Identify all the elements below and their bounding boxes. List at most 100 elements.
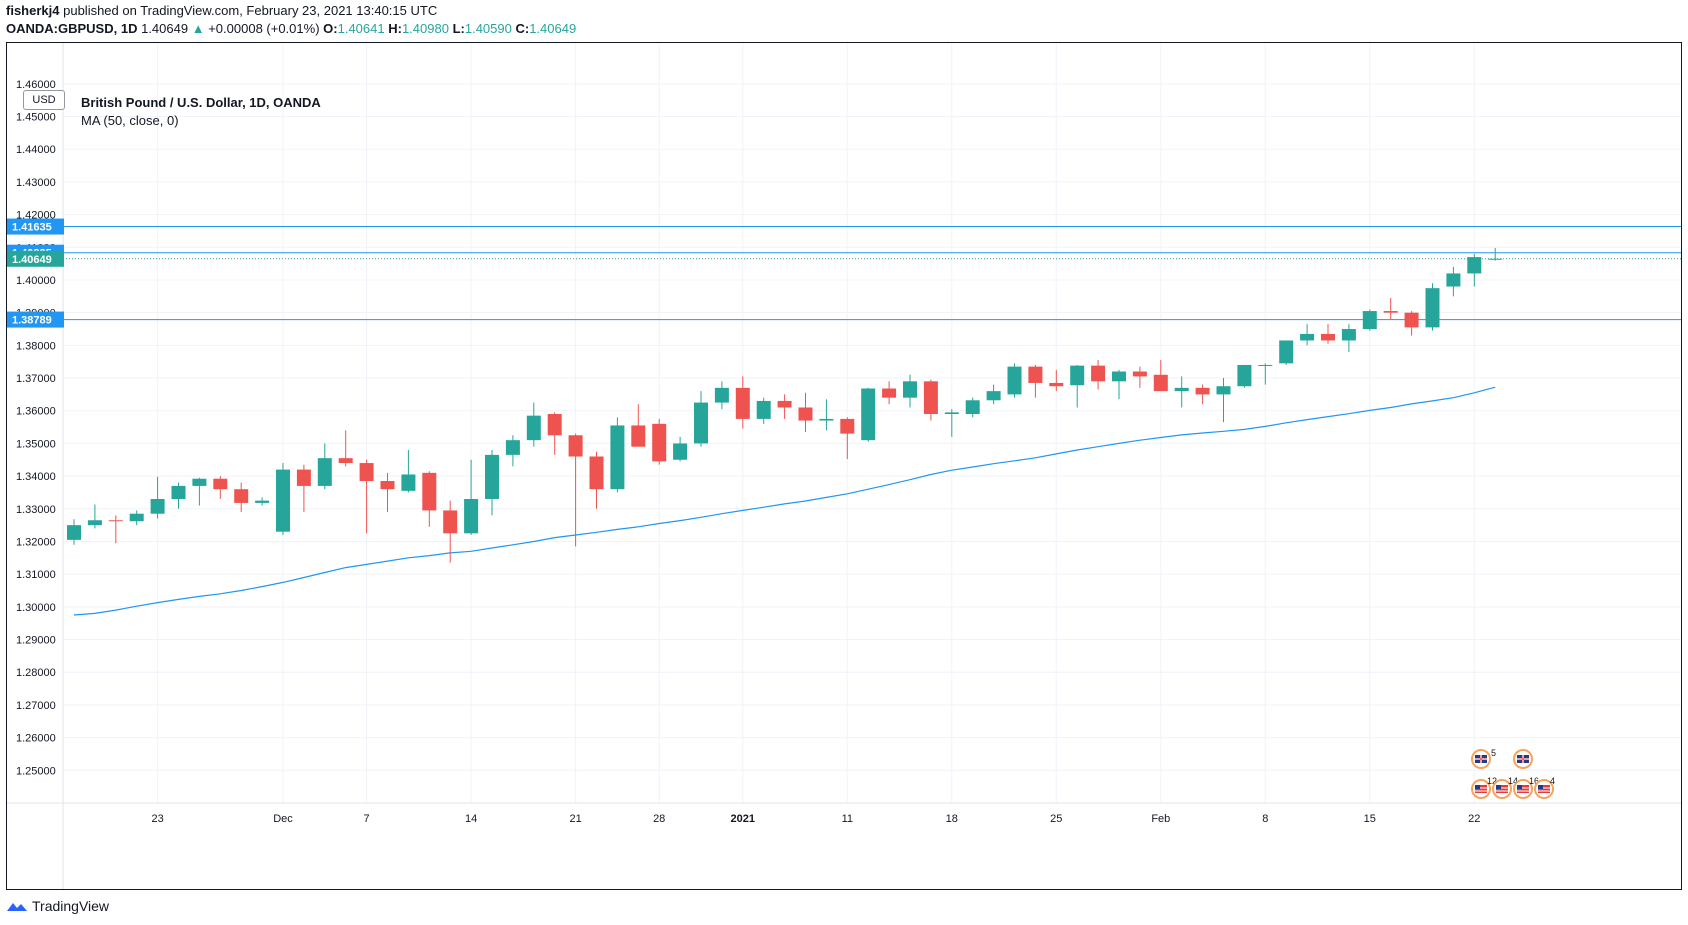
candle[interactable] (1321, 324, 1335, 344)
last-price: 1.40649 (141, 21, 189, 36)
us-event-flag-icon[interactable] (1471, 779, 1491, 799)
candle[interactable] (673, 436, 688, 462)
candle[interactable] (631, 404, 646, 447)
candle-body (652, 423, 667, 462)
candle[interactable] (338, 430, 353, 467)
candle[interactable] (443, 500, 458, 563)
candle-body (296, 469, 311, 486)
candle[interactable] (568, 433, 583, 547)
candle[interactable] (1488, 247, 1503, 261)
candle[interactable] (777, 394, 792, 419)
candle[interactable] (505, 435, 520, 467)
candle-body (1362, 311, 1377, 330)
footer-brand[interactable]: TradingView (6, 898, 109, 914)
candle[interactable] (735, 376, 750, 429)
candle-body (735, 387, 750, 419)
candle[interactable] (694, 391, 708, 447)
y-tick-label: 1.26000 (16, 733, 56, 745)
candle-body (443, 510, 458, 534)
flag-canton (1517, 785, 1522, 789)
candle[interactable] (1446, 266, 1461, 297)
y-tick-label: 1.33000 (16, 504, 56, 516)
chart-frame[interactable]: 1.25000 1.26000 1.27000 1.28000 1.29000 1.300… (6, 42, 1682, 890)
candle[interactable] (1028, 364, 1043, 398)
candle[interactable] (1237, 364, 1252, 388)
candle[interactable] (861, 387, 876, 442)
candle[interactable] (840, 417, 855, 460)
candle[interactable] (422, 471, 437, 527)
candle[interactable] (1425, 283, 1440, 331)
candle[interactable] (171, 482, 186, 509)
candle[interactable] (1091, 360, 1106, 390)
uk-event-flag-icon[interactable] (1471, 749, 1491, 769)
candle[interactable] (882, 381, 897, 405)
candle[interactable] (296, 464, 311, 513)
candle[interactable] (756, 397, 771, 424)
candle[interactable] (1007, 363, 1022, 398)
candle[interactable] (317, 443, 332, 490)
us-event-flag-icon[interactable] (1534, 779, 1554, 799)
candle-body (631, 425, 646, 447)
candle[interactable] (1258, 363, 1273, 385)
price-chart[interactable]: 1.25000 1.26000 1.27000 1.28000 1.29000 1.300… (7, 43, 1681, 889)
candle[interactable] (359, 459, 374, 534)
candle[interactable] (589, 451, 604, 509)
x-tick-label: 22 (1468, 813, 1480, 825)
candle[interactable] (1300, 324, 1315, 346)
us-event-flag-icon[interactable] (1513, 779, 1533, 799)
candle[interactable] (819, 399, 834, 431)
candle[interactable] (1195, 384, 1210, 405)
legend-indicator[interactable]: MA (50, close, 0) (81, 113, 179, 128)
candle[interactable] (923, 379, 938, 421)
uk-event-flag-icon[interactable] (1513, 749, 1533, 769)
candle-body (1300, 333, 1315, 341)
candle[interactable] (798, 392, 813, 432)
candle[interactable] (192, 477, 207, 506)
candle[interactable] (944, 409, 959, 437)
candle[interactable] (1404, 311, 1419, 336)
us-event-flag-icon[interactable] (1492, 779, 1512, 799)
candle-body (1404, 312, 1419, 328)
candle[interactable] (1174, 376, 1189, 408)
candle[interactable] (610, 417, 625, 493)
candle[interactable] (1341, 324, 1356, 352)
candle[interactable] (213, 476, 228, 499)
candle[interactable] (526, 402, 541, 447)
candle[interactable] (150, 476, 165, 519)
candle[interactable] (1070, 364, 1085, 408)
currency-badge[interactable]: USD (23, 90, 65, 110)
high-value: 1.40980 (401, 21, 449, 36)
y-tick-label: 1.35000 (16, 438, 56, 450)
candle[interactable] (255, 497, 270, 506)
candle[interactable] (547, 412, 562, 455)
candle[interactable] (965, 397, 980, 418)
candle[interactable] (108, 515, 123, 544)
candle[interactable] (1112, 369, 1126, 400)
author-name[interactable]: fisherkj4 (6, 3, 60, 18)
candle[interactable] (276, 463, 290, 535)
candle[interactable] (1467, 253, 1482, 287)
candle[interactable] (1132, 366, 1147, 388)
candle[interactable] (234, 482, 249, 513)
candle[interactable] (380, 472, 395, 513)
candle[interactable] (87, 504, 102, 529)
candle[interactable] (1049, 369, 1064, 392)
candle[interactable] (67, 519, 81, 545)
candle-body (359, 463, 374, 482)
candle[interactable] (652, 418, 667, 465)
candle[interactable] (1216, 378, 1231, 423)
candle[interactable] (1153, 360, 1168, 392)
candle[interactable] (903, 374, 917, 408)
candle[interactable] (1383, 297, 1398, 320)
candle[interactable] (714, 381, 729, 410)
candle[interactable] (485, 449, 499, 516)
candle[interactable] (129, 510, 144, 526)
candle[interactable] (1279, 340, 1294, 365)
candle[interactable] (464, 459, 479, 535)
y-tick-label: 1.44000 (16, 144, 56, 156)
candle[interactable] (1362, 309, 1377, 331)
candle[interactable] (401, 449, 416, 493)
x-tick-label: Feb (1151, 813, 1170, 825)
x-tick-label: 15 (1364, 813, 1376, 825)
candle[interactable] (986, 384, 1001, 405)
